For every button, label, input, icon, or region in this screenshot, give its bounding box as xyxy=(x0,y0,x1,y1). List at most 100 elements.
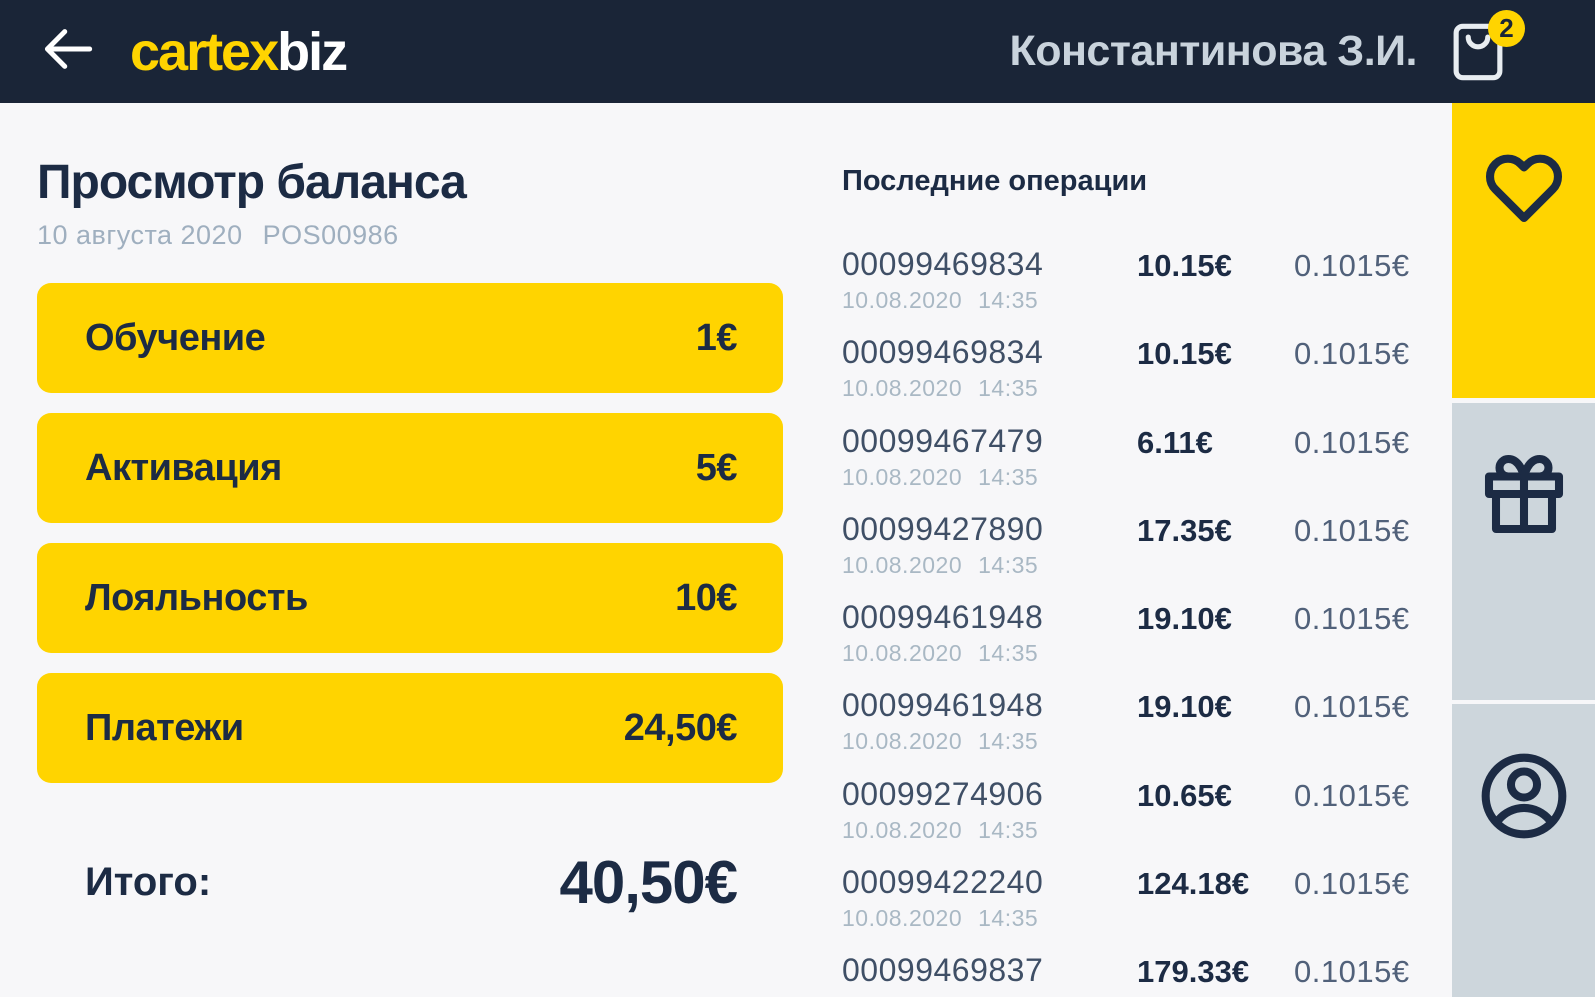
operation-amount: 179.33€ xyxy=(1137,954,1250,990)
operation-rate: 0.1015€ xyxy=(1294,248,1410,283)
operation-id: 00099469837 xyxy=(842,952,1044,989)
operation-rate: 0.1015€ xyxy=(1294,601,1410,637)
balance-card-payments[interactable]: Платежи 24,50€ xyxy=(37,673,783,783)
operation-time: 14:35 xyxy=(978,640,1039,667)
balance-card-training[interactable]: Обучение 1€ xyxy=(37,283,783,393)
operation-id: 00099427890 xyxy=(842,510,1044,547)
operation-rate: 0.1015€ xyxy=(1294,866,1410,902)
operation-id: 00099461948 xyxy=(842,599,1044,636)
operation-id: 00099461948 xyxy=(842,687,1044,724)
gift-icon xyxy=(1482,449,1566,700)
operation-amount: 124.18€ xyxy=(1137,866,1250,902)
operation-datetime xyxy=(842,993,1137,997)
operation-time: 14:35 xyxy=(978,905,1039,932)
header: cartex biz Константинова З.И. 2 xyxy=(0,0,1595,103)
orders-button[interactable]: 2 xyxy=(1447,9,1525,88)
operation-row: 00099469837 179.33€ 0.1015€ xyxy=(842,952,1432,997)
operation-row: 00099467479 10.08.2020 14:35 6.11€ 0.1015… xyxy=(842,423,1432,511)
back-button[interactable] xyxy=(42,27,94,76)
operation-rate: 0.1015€ xyxy=(1294,424,1410,460)
operation-id: 00099467479 xyxy=(842,422,1044,459)
operation-datetime: 10.08.2020 14:35 xyxy=(842,817,1137,844)
card-value: 24,50€ xyxy=(623,706,738,749)
app-logo: cartex biz xyxy=(130,21,348,83)
total-value: 40,50€ xyxy=(559,848,738,916)
operation-rate: 0.1015€ xyxy=(1294,954,1410,990)
operation-row: 00099461948 10.08.2020 14:35 19.10€ 0.101… xyxy=(842,687,1432,775)
operation-id: 00099469834 xyxy=(842,334,1044,371)
operation-amount: 19.10€ xyxy=(1137,689,1232,725)
card-value: 10€ xyxy=(675,576,737,619)
operation-amount: 10.15€ xyxy=(1137,336,1232,372)
operation-time: 14:35 xyxy=(978,463,1039,490)
card-label: Лояльность xyxy=(85,576,308,619)
operation-id: 00099469834 xyxy=(842,246,1044,282)
operation-row: 00099469834 10.08.2020 14:35 10.15€ 0.101… xyxy=(842,246,1432,334)
sidebar-item-favorites[interactable] xyxy=(1452,103,1595,398)
logo-secondary: biz xyxy=(277,21,348,82)
card-label: Активация xyxy=(85,446,282,489)
operation-date: 10.08.2020 xyxy=(842,728,963,755)
sidebar xyxy=(1452,103,1595,997)
operation-datetime: 10.08.2020 14:35 xyxy=(842,640,1137,667)
operation-time: 14:35 xyxy=(978,728,1039,755)
page-subtitle: 10 августа 2020 POS00986 xyxy=(37,220,783,251)
operations-panel: Последние операции 00099469834 10.08.202… xyxy=(842,103,1432,997)
operation-amount: 10.65€ xyxy=(1137,777,1232,813)
arrow-left-icon xyxy=(42,27,94,76)
operation-amount: 17.35€ xyxy=(1137,512,1232,548)
operation-date: 10.08.2020 xyxy=(842,463,963,490)
total-row: Итого: 40,50€ xyxy=(37,827,783,937)
user-name: Константинова З.И. xyxy=(1009,27,1417,75)
operation-amount: 6.11€ xyxy=(1137,424,1213,460)
operation-date: 10.08.2020 xyxy=(842,551,963,578)
operation-date: 10.08.2020 xyxy=(842,905,963,932)
operation-time: 14:35 xyxy=(978,551,1039,578)
operation-row: 00099469834 10.08.2020 14:35 10.15€ 0.101… xyxy=(842,334,1432,422)
operation-rate: 0.1015€ xyxy=(1294,777,1410,813)
operation-row: 00099274906 10.08.2020 14:35 10.65€ 0.101… xyxy=(842,776,1432,864)
operation-date: 10.08.2020 xyxy=(842,816,963,843)
operation-amount: 10.15€ xyxy=(1137,248,1232,283)
card-label: Платежи xyxy=(85,706,244,749)
operation-datetime: 10.08.2020 14:35 xyxy=(842,552,1137,579)
operation-datetime: 10.08.2020 14:35 xyxy=(842,375,1137,402)
operation-rate: 0.1015€ xyxy=(1294,336,1410,372)
balance-date: 10 августа 2020 xyxy=(37,220,243,250)
operation-row: 00099427890 10.08.2020 14:35 17.35€ 0.101… xyxy=(842,511,1432,599)
operation-datetime: 10.08.2020 14:35 xyxy=(842,287,1137,314)
operation-row: 00099461948 10.08.2020 14:35 19.10€ 0.101… xyxy=(842,599,1432,687)
operation-row: 00099422240 10.08.2020 14:35 124.18€ 0.10… xyxy=(842,864,1432,952)
operation-time: 14:35 xyxy=(978,375,1039,402)
operation-amount: 19.10€ xyxy=(1137,601,1232,637)
operation-datetime: 10.08.2020 14:35 xyxy=(842,728,1137,755)
operation-rate: 0.1015€ xyxy=(1294,512,1410,548)
sidebar-item-gifts[interactable] xyxy=(1452,403,1595,700)
operation-time: 14:35 xyxy=(978,287,1039,313)
balance-panel: Просмотр баланса 10 августа 2020 POS00986… xyxy=(37,103,783,937)
orders-badge: 2 xyxy=(1488,9,1525,47)
total-label: Итого: xyxy=(85,859,212,904)
operation-time: 14:35 xyxy=(978,816,1039,843)
operation-rate: 0.1015€ xyxy=(1294,689,1410,725)
balance-cards: Обучение 1€ Активация 5€ Лояльность 10€ … xyxy=(37,283,783,783)
operations-list[interactable]: 00099469834 10.08.2020 14:35 10.15€ 0.101… xyxy=(842,246,1432,997)
card-label: Обучение xyxy=(85,316,266,359)
balance-card-activation[interactable]: Активация 5€ xyxy=(37,413,783,523)
operation-date: 10.08.2020 xyxy=(842,640,963,667)
operations-title: Последние операции xyxy=(842,165,1148,197)
operation-datetime: 10.08.2020 14:35 xyxy=(842,464,1137,491)
logo-primary: cartex xyxy=(130,21,279,82)
balance-card-loyalty[interactable]: Лояльность 10€ xyxy=(37,543,783,653)
operation-datetime: 10.08.2020 14:35 xyxy=(842,905,1137,932)
operation-date: 10.08.2020 xyxy=(842,287,963,313)
operation-id: 00099274906 xyxy=(842,775,1044,812)
shopping-bag-icon xyxy=(1447,23,1509,92)
card-value: 1€ xyxy=(695,316,738,359)
page-title: Просмотр баланса xyxy=(37,156,467,209)
operation-date: 10.08.2020 xyxy=(842,375,963,402)
card-value: 5€ xyxy=(695,446,738,489)
sidebar-item-account[interactable] xyxy=(1452,704,1595,997)
pos-id: POS00986 xyxy=(262,220,399,250)
